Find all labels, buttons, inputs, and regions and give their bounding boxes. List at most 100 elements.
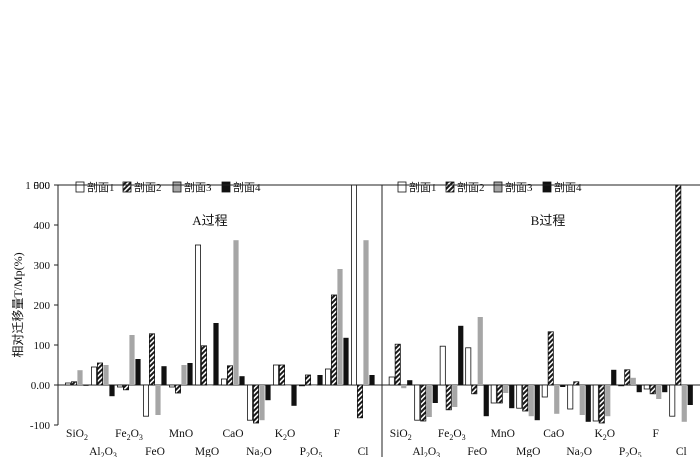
bar-b-al2o3-s2 (420, 384, 427, 422)
legend-label-4: 剖面4 (233, 180, 261, 194)
bar-b-cao-s3 (554, 385, 560, 414)
panel-b-title: B过程 (531, 213, 566, 228)
x-category-label: K2O (594, 428, 615, 442)
legend-swatch-4 (542, 181, 552, 193)
bar-a-k2o-s3 (285, 385, 291, 386)
x-category-label: MnO (491, 428, 515, 440)
x-category-label: Al2O3 (412, 446, 440, 457)
bar-b-al2o3-s1 (414, 384, 421, 421)
bar-a-al2o3-s1 (91, 366, 98, 386)
bar-a-k2o-s4 (291, 385, 297, 406)
bar-a-fe2o3-s1 (117, 384, 124, 388)
bar-b-na2o-s2 (573, 381, 580, 386)
x-category-label: MnO (169, 428, 193, 440)
y-tick-label: 0.00 (31, 380, 51, 392)
bar-a-cl-s1 (350, 184, 357, 386)
bar-a-sio2-s1 (65, 382, 72, 386)
bar-b-feo-s1 (465, 347, 472, 386)
bar-a-f-s4 (343, 337, 349, 385)
bar-b-cl-s4 (687, 385, 693, 405)
x-category-label: Na2O (566, 446, 592, 457)
bar-b-al2o3-s4 (432, 385, 438, 403)
legend-swatch-3 (172, 181, 182, 193)
bar-a-na2o-s4 (265, 385, 271, 401)
x-category-label: MgO (516, 446, 540, 457)
legend-label-4: 剖面4 (554, 180, 582, 194)
bar-a-fe2o3-s2 (123, 384, 130, 391)
bar-a-fe2o3-s4 (135, 359, 141, 385)
y-tick-label: -100 (30, 420, 51, 432)
bar-a-mgo-s1 (194, 244, 201, 386)
bar-a-p2o5-s1 (298, 384, 305, 387)
y-tick-label: 100 (34, 340, 51, 352)
bar-a-sio2-s2 (71, 381, 78, 386)
bar-b-mgo-s4 (534, 385, 540, 421)
bar-b-sio2-s4 (407, 380, 413, 385)
bar-a-na2o-s1 (246, 384, 253, 421)
bar-b-na2o-s1 (567, 384, 574, 410)
bar-b-na2o-s4 (585, 385, 591, 422)
bar-b-mgo-s2 (522, 384, 529, 412)
legend-swatch-4 (221, 181, 231, 193)
bar-a-mgo-s3 (207, 385, 213, 386)
panel-a-title: A过程 (192, 213, 227, 228)
legend-label-1: 剖面1 (409, 180, 437, 194)
bar-a-cao-s3 (233, 240, 239, 385)
bar-a-cao-s4 (239, 376, 245, 385)
bar-a-k2o-s1 (272, 364, 279, 386)
y-tick-label: 1 000 (25, 180, 50, 192)
bar-b-cl-s1 (669, 384, 676, 417)
bar-a-cl-s3 (363, 240, 369, 385)
bar-a-mno-s4 (187, 363, 193, 385)
bar-b-cl-s2 (675, 184, 682, 386)
bar-a-al2o3-s3 (103, 365, 109, 385)
x-category-label: Fe2O3 (438, 428, 466, 442)
y-tick-label: 400 (34, 220, 51, 232)
bar-a-sio2-s3 (77, 370, 83, 385)
bar-b-fe2o3-s4 (458, 325, 464, 385)
bar-a-feo-s3 (155, 385, 161, 415)
x-category-label: F (334, 428, 340, 440)
legend-label-2: 剖面2 (457, 180, 485, 194)
x-category-label: FeO (145, 446, 165, 457)
legend-label-2: 剖面2 (134, 180, 162, 194)
bar-a-na2o-s2 (252, 384, 259, 424)
bar-a-p2o5-s2 (304, 374, 311, 386)
bar-a-f-s3 (337, 269, 343, 385)
bar-b-f-s1 (643, 384, 650, 390)
bar-a-sio2-s4 (83, 385, 89, 386)
bar-a-mgo-s4 (213, 323, 219, 385)
bar-a-p2o5-s4 (317, 375, 323, 385)
bar-b-mgo-s3 (528, 385, 534, 417)
bar-b-f-s4 (662, 385, 668, 393)
bar-b-k2o-s4 (611, 369, 617, 385)
x-category-label: K2O (275, 428, 296, 442)
bar-a-cao-s1 (220, 378, 227, 386)
y-axis-label: 相对迁移量T/Mp(%) (11, 252, 25, 357)
bar-b-sio2-s2 (394, 343, 401, 386)
bar-b-al2o3-s3 (426, 385, 432, 417)
bar-b-mno-s2 (496, 384, 503, 404)
bar-b-sio2-s3 (401, 385, 407, 389)
bar-a-cl-s4 (369, 375, 375, 385)
bar-b-fe2o3-s3 (452, 385, 458, 407)
bar-b-f-s2 (649, 384, 656, 395)
bar-b-k2o-s2 (598, 384, 605, 424)
x-category-label: Cl (676, 446, 687, 457)
bar-a-fe2o3-s3 (129, 335, 135, 385)
y-tick-label: 300 (34, 260, 51, 272)
panel-a: A过程 剖面1 剖面2 剖面3 剖面4SiO2Al2O3Fe2O3FeOMnOMgOC… (58, 180, 382, 457)
legend-label-1: 剖面1 (87, 180, 115, 194)
x-category-label: P2O5 (300, 446, 323, 457)
bar-b-sio2-s1 (388, 376, 395, 386)
bar-a-f-s2 (330, 294, 337, 386)
bar-b-p2o5-s3 (630, 377, 636, 385)
x-category-label: P2O5 (619, 446, 642, 457)
legend-swatch-1 (75, 181, 85, 193)
x-category-label: Al2O3 (89, 446, 117, 457)
bar-b-feo-s2 (471, 384, 478, 395)
bar-a-mno-s1 (168, 384, 175, 388)
bar-b-k2o-s1 (592, 384, 599, 422)
bar-b-feo-s4 (483, 385, 489, 417)
